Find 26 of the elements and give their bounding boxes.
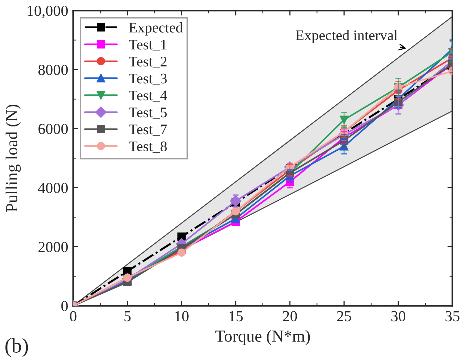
text: (b): [6, 338, 28, 358]
y-tick-label: 0: [62, 301, 68, 312]
legend-label: Test_1: [129, 40, 167, 52]
x-tick-label: 20: [283, 311, 298, 322]
x-axis-title: Torque (N*m): [216, 330, 310, 346]
y-tick-label: 6000: [38, 124, 68, 134]
x-tick-label: 30: [392, 311, 406, 322]
y-axis-title: Pulling load (N): [6, 104, 22, 212]
annotation: Expected interval: [296, 30, 398, 44]
y-tick-label: 10,000: [28, 6, 68, 18]
x-tick-label: 0: [70, 311, 77, 322]
y-tick-label: 4000: [38, 183, 68, 194]
y-tick-label: 2000: [38, 242, 68, 252]
legend-label: Test_5: [129, 108, 167, 120]
legend-label: Test_4: [129, 90, 168, 102]
legend-label: Test_2: [129, 56, 167, 68]
x-tick-label: 35: [446, 311, 460, 322]
legend-label: Expected: [129, 22, 183, 36]
legend-label: Test_7: [129, 124, 168, 136]
x-tick-label: 10: [176, 311, 189, 322]
y-tick-label: 8000: [38, 64, 68, 76]
legend-label: Test_3: [129, 74, 167, 86]
x-tick-label: 25: [337, 311, 352, 322]
x-tick-label: 5: [124, 311, 131, 322]
legend-label: Test_8: [129, 142, 167, 154]
x-tick-label: 15: [230, 311, 244, 322]
